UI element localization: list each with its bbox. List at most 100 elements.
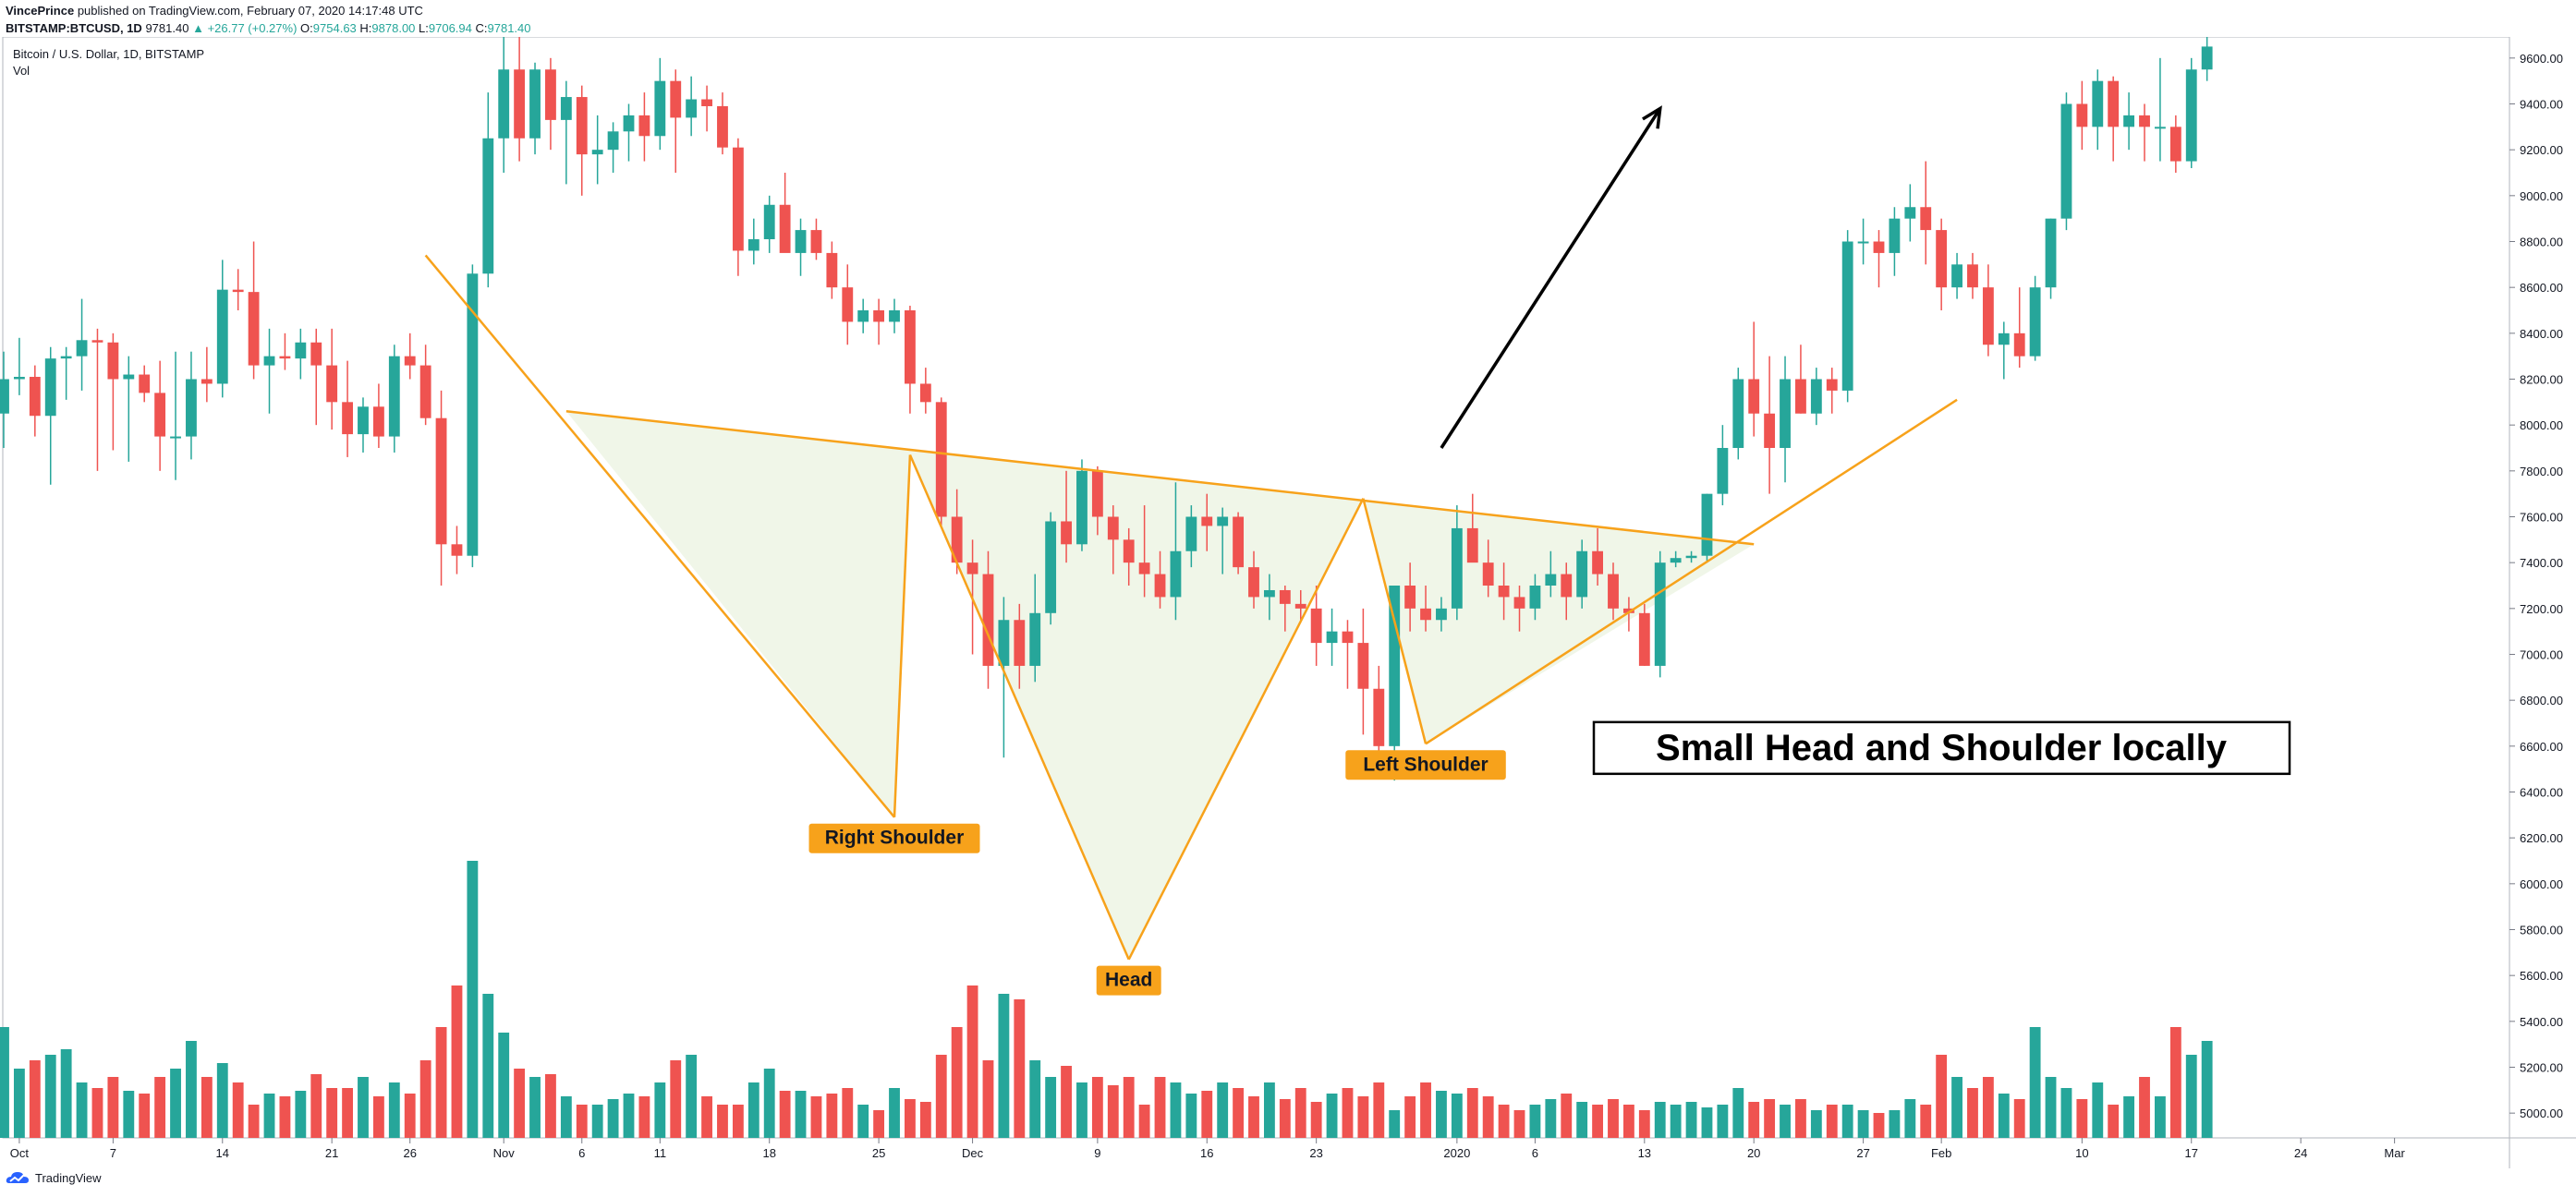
y-tick-label: 6600.00 xyxy=(2520,740,2563,754)
volume-bar xyxy=(44,1055,56,1138)
candle-body xyxy=(607,131,619,151)
volume-bar xyxy=(451,985,463,1138)
volume-bar xyxy=(1138,1105,1150,1138)
candle-body xyxy=(1810,379,1822,414)
x-tick-label: 14 xyxy=(216,1146,229,1160)
tradingview-cloud-icon xyxy=(6,1172,30,1183)
ohlc-line: BITSTAMP:BTCUSD, 1D 9781.40 ▲ +26.77 (+0… xyxy=(6,19,2500,37)
x-tick-label: 2020 xyxy=(1443,1146,1470,1160)
volume-bar xyxy=(1920,1105,1932,1138)
candle-body xyxy=(1217,516,1229,526)
volume-bar xyxy=(1045,1077,1057,1138)
volume-bar xyxy=(1545,1099,1557,1138)
candle-body xyxy=(1592,550,1603,574)
volume-bar xyxy=(1436,1091,1447,1138)
volume-bar xyxy=(1279,1099,1291,1138)
x-tick-label: 27 xyxy=(1856,1146,1869,1160)
volume-bar xyxy=(482,994,494,1138)
candle-body xyxy=(1982,287,1994,345)
candle-body xyxy=(638,115,650,137)
price-chart[interactable]: Bitcoin / U.S. Dollar, 1D, BITSTAMP Vol … xyxy=(0,37,2576,1168)
volume-bar xyxy=(1654,1102,1666,1138)
x-tick-label: 24 xyxy=(2294,1146,2307,1160)
candle-body xyxy=(216,289,228,384)
volume-bar xyxy=(1873,1113,1885,1138)
candle-body xyxy=(1294,603,1306,609)
candle-body xyxy=(1138,562,1150,574)
time-axis[interactable]: Oct 7 14 21 26 Nov 6 11 18 25 Dec 9 16 23 2020 6 13 20 27 F… xyxy=(10,1138,2406,1160)
candle-body xyxy=(889,310,900,322)
volume-bar xyxy=(1638,1110,1650,1138)
volume-bar xyxy=(263,1094,275,1138)
high-label: H: xyxy=(359,21,372,35)
candle-body xyxy=(747,239,759,251)
candle-body xyxy=(545,69,556,120)
candle-body xyxy=(951,516,963,563)
candle-body xyxy=(1967,264,1978,288)
y-tick-label: 6400.00 xyxy=(2520,786,2563,800)
volume-bar xyxy=(2060,1088,2072,1138)
y-tick-label: 6000.00 xyxy=(2520,877,2563,891)
author-name[interactable]: VincePrince xyxy=(6,4,75,18)
candle-body xyxy=(107,342,119,380)
volume-bar xyxy=(1107,1085,1119,1138)
candle-body xyxy=(1670,558,1682,563)
volume-bar xyxy=(1123,1077,1135,1138)
candle-body xyxy=(1936,230,1948,288)
candle-body xyxy=(873,310,885,322)
y-tick-label: 6200.00 xyxy=(2520,831,2563,845)
candle-body xyxy=(2045,218,2057,288)
volume-bar xyxy=(1061,1066,1072,1138)
candle-body xyxy=(1529,586,1541,609)
candle-body xyxy=(1389,586,1401,746)
volume-bar xyxy=(966,985,978,1138)
x-tick-label: 6 xyxy=(578,1146,585,1160)
x-tick-label: 23 xyxy=(1309,1146,1322,1160)
y-tick-label: 7000.00 xyxy=(2520,648,2563,662)
low-label: L: xyxy=(419,21,429,35)
volume-bar xyxy=(1466,1088,1478,1138)
candle-body xyxy=(44,358,56,417)
x-tick-label: 13 xyxy=(1638,1146,1651,1160)
x-tick-label: 10 xyxy=(2075,1146,2088,1160)
candle-body xyxy=(467,273,479,556)
candle-body xyxy=(200,379,213,384)
candle-body xyxy=(857,310,869,322)
price-axis[interactable]: 5000.00 5200.00 5400.00 5600.00 5800.00 6000.… xyxy=(2509,52,2563,1120)
volume-bar xyxy=(2076,1099,2088,1138)
candle-body xyxy=(2169,127,2181,162)
candle-body xyxy=(186,379,197,437)
price-change: +26.77 (+0.27%) xyxy=(207,21,298,35)
volume-bar xyxy=(1841,1105,1853,1138)
candle-body xyxy=(1889,218,1901,253)
volume-bar xyxy=(1561,1094,1573,1138)
candle-body xyxy=(1201,516,1213,526)
candle-body xyxy=(498,69,510,139)
volume-bar xyxy=(467,861,479,1138)
candle-body xyxy=(1748,379,1760,414)
candle-body xyxy=(248,292,260,366)
volume-bar xyxy=(607,1099,619,1138)
arrow-shaft xyxy=(1440,107,1662,449)
y-tick-label: 5200.00 xyxy=(2520,1061,2563,1075)
candle-body xyxy=(482,138,494,274)
volume-bar xyxy=(576,1105,588,1138)
x-tick-label: Feb xyxy=(1931,1146,1951,1160)
last-price: 9781.40 xyxy=(145,21,189,35)
candle-body xyxy=(1170,550,1182,598)
publish-header: VincePrince published on TradingView.com… xyxy=(6,2,2500,37)
publish-info: published on TradingView.com, February 0… xyxy=(77,4,423,18)
y-tick-label: 7800.00 xyxy=(2520,465,2563,478)
volume-bar xyxy=(1857,1110,1869,1138)
tradingview-footer[interactable]: TradingView xyxy=(6,1170,102,1185)
candle-body xyxy=(1185,516,1197,551)
candle-body xyxy=(1310,608,1322,644)
x-tick-label: 17 xyxy=(2185,1146,2198,1160)
candle-body xyxy=(1764,413,1776,448)
volume-bar xyxy=(326,1088,338,1138)
volume-bar xyxy=(60,1049,72,1138)
x-tick-label: 25 xyxy=(872,1146,885,1160)
y-tick-label: 7400.00 xyxy=(2520,556,2563,570)
x-tick-label: 7 xyxy=(110,1146,116,1160)
pattern-label-box xyxy=(1096,965,1161,996)
